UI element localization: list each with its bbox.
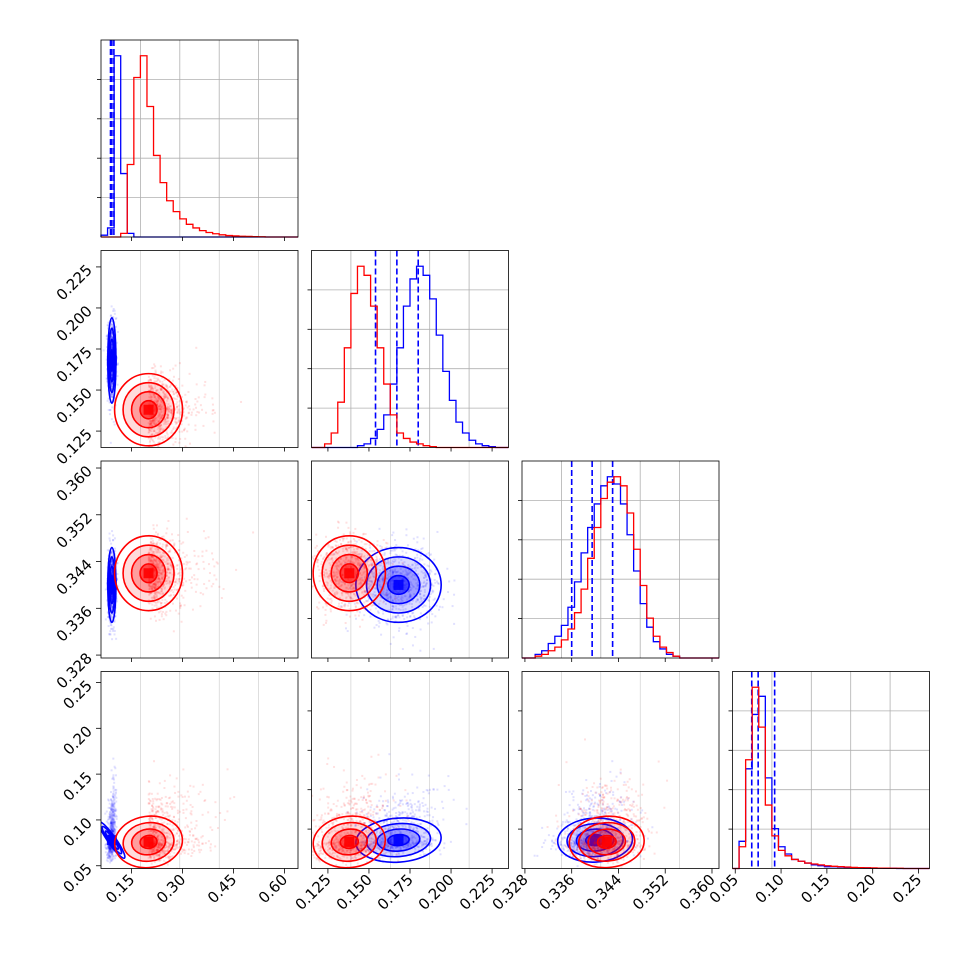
contour-line bbox=[330, 553, 369, 593]
x-tick-label: 0.10 bbox=[752, 871, 788, 907]
contour-line bbox=[122, 381, 175, 438]
x-tick-label: 0.20 bbox=[843, 871, 879, 907]
y-tick-label: 0.360 bbox=[53, 462, 96, 505]
x-tick-label: 0.344 bbox=[582, 871, 625, 914]
panel-1-2 bbox=[311, 520, 456, 652]
x-tick-label: 0.125 bbox=[292, 871, 335, 914]
y-tick-label: 0.352 bbox=[53, 509, 96, 552]
histogram-red bbox=[101, 55, 298, 238]
density-peak bbox=[393, 835, 404, 846]
data-layer bbox=[100, 40, 930, 870]
contour-line bbox=[566, 822, 624, 858]
histogram-blue bbox=[100, 55, 298, 238]
panel-2-3 bbox=[533, 738, 669, 869]
grid-layer bbox=[101, 40, 930, 869]
contour-line bbox=[321, 544, 378, 603]
contour-line bbox=[568, 815, 645, 869]
histogram-blue bbox=[311, 265, 509, 449]
contour-line bbox=[596, 834, 617, 850]
x-tick-label: 0.45 bbox=[204, 871, 240, 907]
x-tick-label: 0.328 bbox=[489, 871, 532, 914]
density-peak bbox=[344, 836, 355, 847]
panel-0-2 bbox=[104, 517, 255, 641]
contour-line bbox=[577, 821, 636, 863]
x-tick-label: 0.200 bbox=[415, 871, 458, 914]
x-tick-label: 0.25 bbox=[889, 871, 925, 907]
y-tick-label: 0.20 bbox=[59, 722, 95, 758]
y-tick-label: 0.15 bbox=[59, 768, 95, 804]
contour-line bbox=[312, 815, 387, 869]
contour-line bbox=[339, 563, 360, 584]
panel-frame bbox=[521, 671, 720, 869]
y-tick-label: 0.200 bbox=[53, 302, 96, 345]
x-tick-label: 0.15 bbox=[797, 871, 833, 907]
histogram-blue bbox=[522, 476, 719, 659]
x-tick-label: 0.352 bbox=[629, 871, 672, 914]
x-tick-label: 0.175 bbox=[374, 871, 417, 914]
contour-line bbox=[321, 821, 378, 863]
panel-1-3 bbox=[311, 753, 468, 869]
panel-frame bbox=[732, 671, 930, 869]
contour-line bbox=[122, 544, 175, 603]
panel-frame bbox=[100, 671, 299, 869]
ticks-layer: 0.15 0.30 0.45 0.60 0.1250.1500.1750.2000.22… bbox=[53, 79, 925, 914]
frames-layer bbox=[100, 39, 930, 869]
histogram-red bbox=[522, 476, 719, 659]
y-tick-label: 0.10 bbox=[59, 814, 95, 850]
contour-line bbox=[130, 390, 167, 429]
x-tick-label: 0.60 bbox=[255, 871, 291, 907]
contour-line bbox=[587, 828, 627, 856]
x-tick-label: 0.15 bbox=[102, 871, 138, 907]
density-peak bbox=[344, 568, 355, 579]
y-tick-label: 0.225 bbox=[53, 261, 96, 304]
x-tick-label: 0.336 bbox=[535, 871, 578, 914]
density-peak bbox=[106, 835, 117, 846]
contour-line bbox=[376, 565, 421, 605]
x-tick-label: 0.150 bbox=[333, 871, 376, 914]
y-tick-label: 0.125 bbox=[53, 425, 96, 468]
panel-frame bbox=[100, 39, 299, 238]
y-tick-label: 0.336 bbox=[53, 602, 96, 645]
contour-line bbox=[376, 828, 421, 852]
contour-line bbox=[122, 821, 175, 863]
density-peak bbox=[143, 836, 154, 847]
y-tick-label: 0.05 bbox=[59, 860, 95, 896]
contour-line bbox=[139, 563, 158, 584]
contour-line bbox=[113, 372, 184, 447]
contour-line bbox=[355, 546, 442, 624]
panel-frame bbox=[100, 460, 299, 659]
density-peak bbox=[601, 836, 612, 847]
panel-0-3 bbox=[101, 757, 236, 869]
density-peak bbox=[106, 579, 117, 590]
panel-0-1 bbox=[102, 305, 243, 448]
contour-line bbox=[113, 815, 184, 869]
contour-line bbox=[139, 399, 158, 420]
histogram-blue bbox=[732, 695, 930, 870]
y-tick-label: 0.175 bbox=[53, 343, 96, 386]
contour-line bbox=[330, 828, 369, 856]
density-peak bbox=[106, 355, 117, 366]
x-tick-label: 0.30 bbox=[153, 871, 189, 907]
x-tick-label: 0.225 bbox=[456, 871, 499, 914]
panel-frame bbox=[521, 460, 720, 659]
contour-line bbox=[387, 833, 410, 847]
histogram-red bbox=[732, 686, 930, 870]
contour-line bbox=[139, 834, 158, 850]
scatter-red bbox=[147, 517, 255, 633]
contour-line bbox=[339, 834, 360, 850]
contour-line bbox=[113, 535, 184, 612]
y-tick-label: 0.344 bbox=[53, 556, 96, 599]
density-peak bbox=[143, 404, 154, 415]
contour-line bbox=[130, 828, 167, 856]
contour-line bbox=[387, 574, 410, 596]
density-peak bbox=[590, 835, 601, 846]
contour-line bbox=[365, 556, 432, 614]
y-tick-label: 0.150 bbox=[53, 384, 96, 427]
contour-line bbox=[312, 535, 387, 612]
density-peak bbox=[393, 579, 404, 590]
contour-line bbox=[130, 553, 167, 593]
density-peak bbox=[143, 568, 154, 579]
